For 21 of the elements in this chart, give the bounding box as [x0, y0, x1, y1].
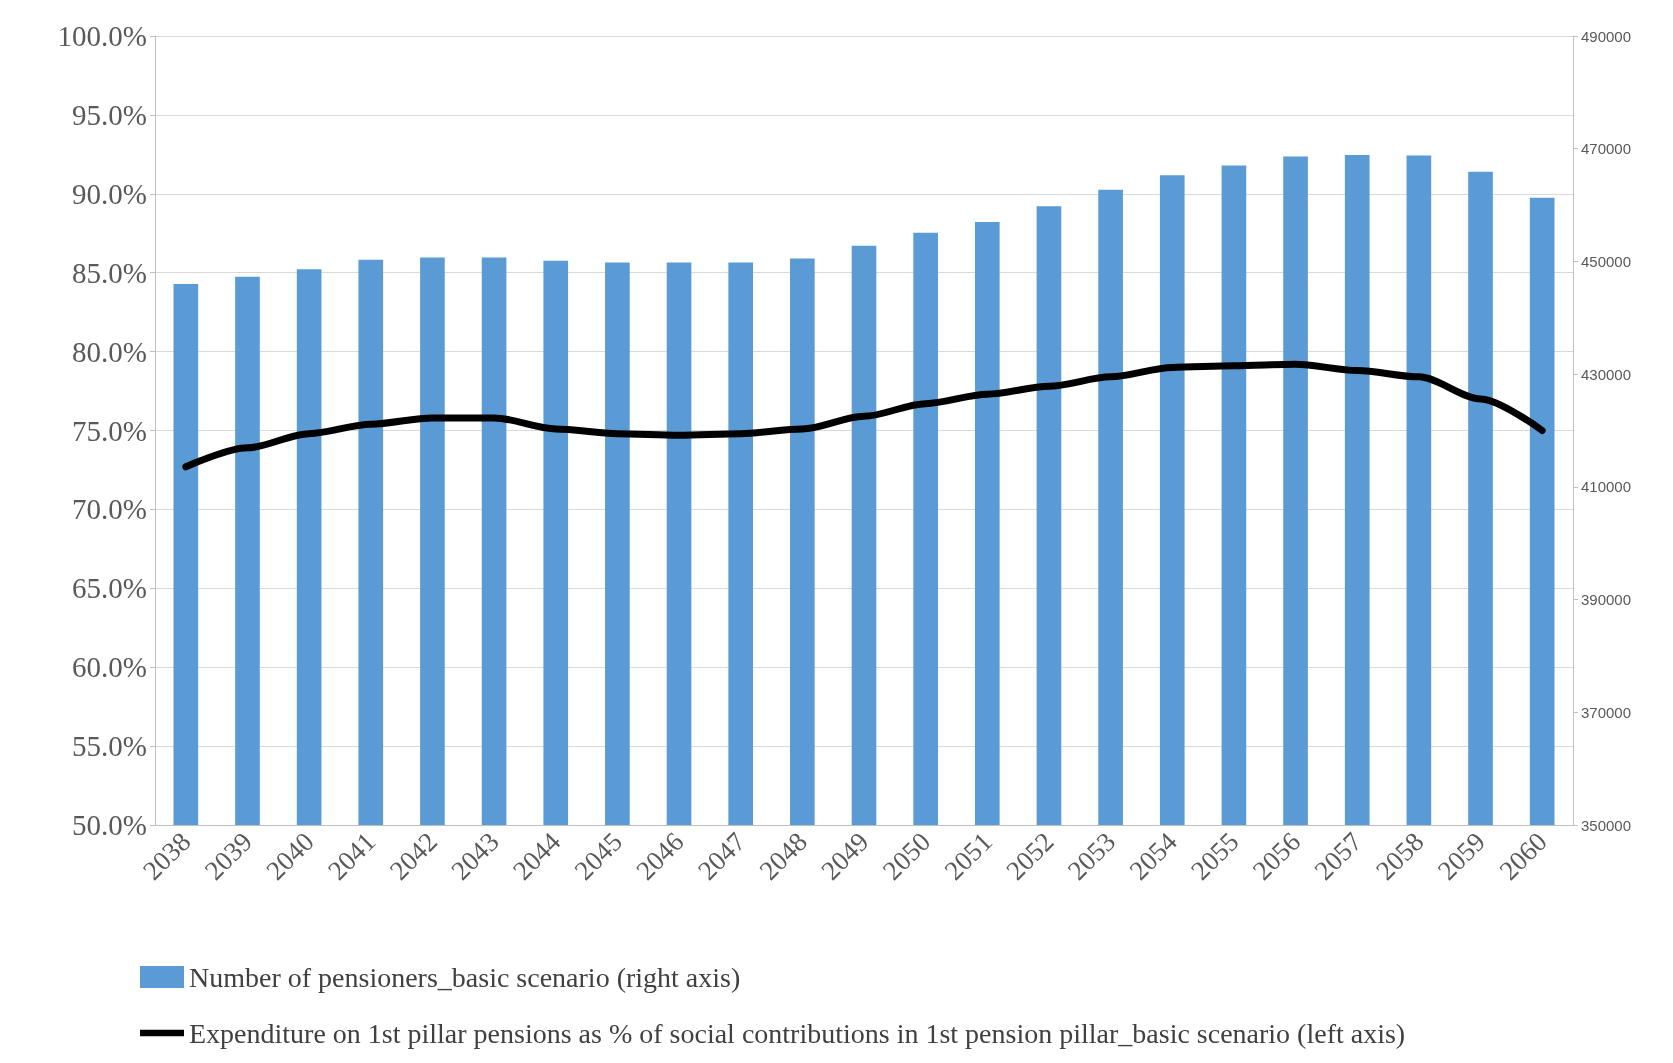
y2-tick-label: 350000	[1581, 816, 1632, 834]
y-tick-label: 90.0%	[72, 177, 147, 210]
y-tick-label: 85.0%	[72, 256, 147, 289]
y-tick-label: 55.0%	[72, 730, 147, 763]
y2-tick-label: 390000	[1581, 591, 1632, 609]
y2-tick-label: 430000	[1581, 365, 1632, 383]
y-tick-label: 95.0%	[72, 98, 147, 131]
y2-tick-label: 450000	[1581, 252, 1632, 270]
y2-tick-label: 370000	[1581, 703, 1632, 721]
y2-tick-label: 410000	[1581, 478, 1632, 496]
y-tick-label: 80.0%	[72, 335, 147, 368]
y-tick-label: 65.0%	[72, 572, 147, 605]
y-tick-label: 50.0%	[72, 809, 147, 841]
y-tick-label: 70.0%	[72, 493, 147, 526]
y-tick-label: 100.0%	[57, 20, 147, 52]
legend-label: Expenditure on 1st pillar pensions as % of social contributions in 1st pension pillar_basic scenario (left axis)	[189, 1017, 1406, 1049]
y-tick-label: 60.0%	[72, 651, 147, 684]
y2-tick-label: 470000	[1581, 140, 1632, 158]
legend-label: Number of pensioners_basic scenario (right axis)	[189, 961, 741, 993]
y2-tick-label: 490000	[1581, 27, 1632, 45]
y-tick-label: 75.0%	[72, 414, 147, 447]
